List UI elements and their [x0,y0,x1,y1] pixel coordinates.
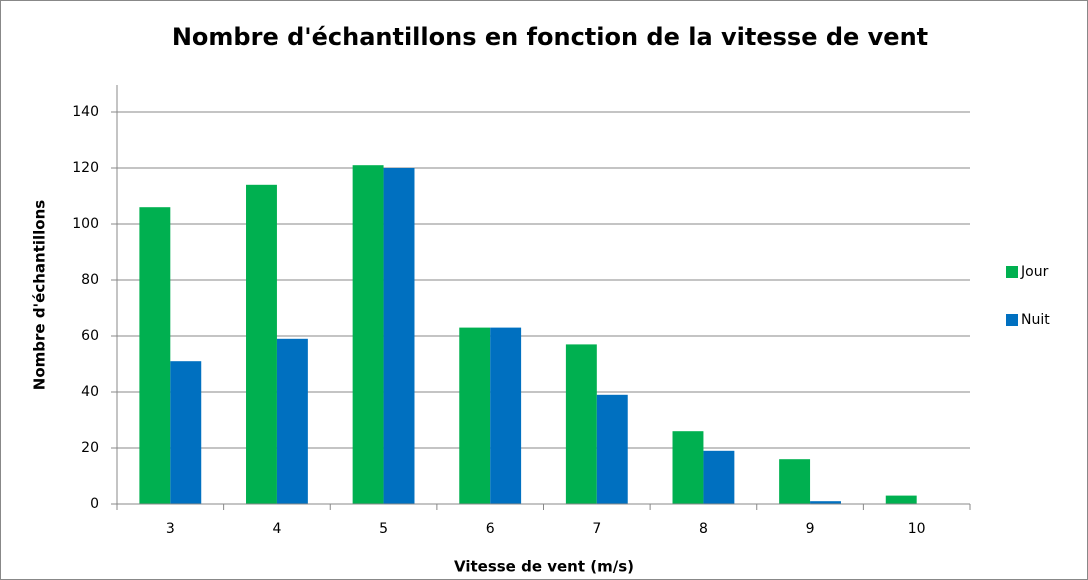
bar [885,495,917,504]
legend-label: Jour [1020,264,1049,280]
x-tick-label: 4 [272,521,281,537]
x-tick-label: 3 [166,521,175,537]
x-tick-label: 9 [806,521,815,537]
legend-swatch [1006,266,1018,278]
bar [490,327,522,504]
y-tick-label: 80 [81,272,99,288]
y-tick-label: 60 [81,328,99,344]
bar [565,344,597,504]
bar [383,168,415,504]
bar [246,184,277,505]
bar [810,501,841,504]
legend-label: Nuit [1021,312,1050,328]
y-axis-label: Nombre d'échantillons [31,200,49,390]
y-tick-label: 140 [72,104,99,120]
y-tick-label: 120 [72,160,99,176]
x-tick-label: 5 [379,521,388,537]
x-tick-label: 7 [592,521,601,537]
bar [139,207,171,504]
x-axis-label: Vitesse de vent (m/s) [454,558,634,576]
x-tick-label: 8 [699,521,708,537]
bar [170,361,202,504]
y-tick-label: 20 [81,440,99,456]
x-tick-label: 6 [486,521,495,537]
bar [596,394,628,504]
bar [276,338,308,504]
bar [672,431,704,504]
bar [779,459,811,504]
y-tick-label: 100 [72,216,99,232]
y-tick-label: 40 [81,384,99,400]
legend-swatch [1006,314,1018,326]
bar [703,450,735,504]
x-tick-label: 10 [908,521,926,537]
bar [459,327,491,504]
chart-title: Nombre d'échantillons en fonction de la … [172,23,928,51]
bar [352,165,384,504]
y-tick-label: 0 [90,496,99,512]
